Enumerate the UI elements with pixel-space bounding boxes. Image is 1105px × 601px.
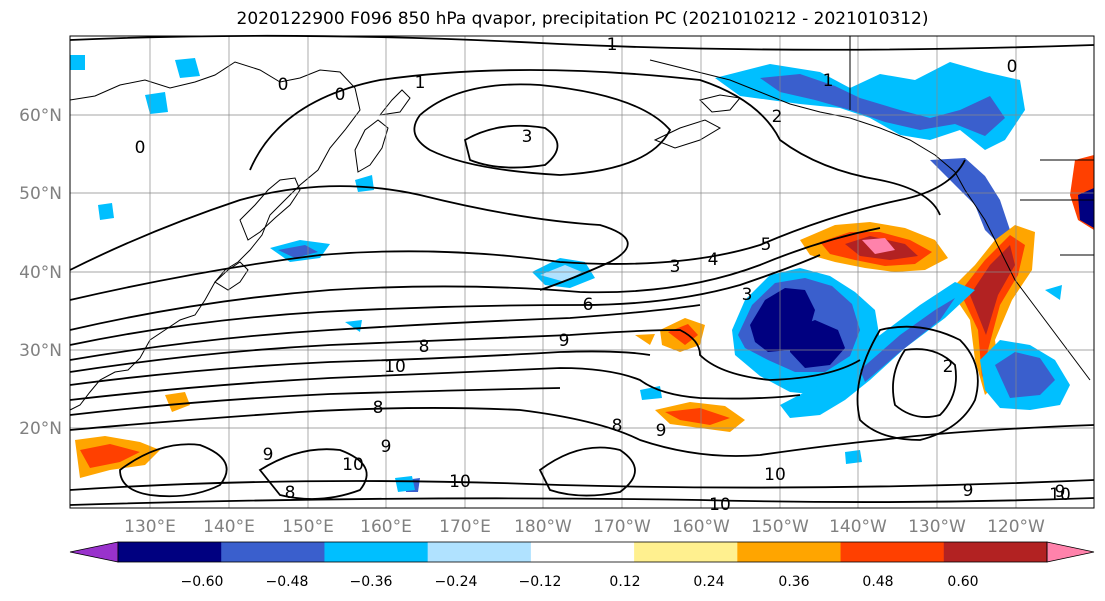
contour-label: 5 [761,235,772,255]
contour-label: 8 [285,483,296,503]
lon-label-140E: 140°E [203,517,255,537]
lon-label-130W: 130°W [908,517,966,537]
colorbar-tick-label: 0.24 [693,574,724,590]
colorbar-tick-labels: −0.60 −0.48 −0.36 −0.24 −0.12 0.12 0.24 … [181,574,979,590]
contour-label: 3 [522,127,533,147]
colorbar-tick-label: −0.24 [435,574,478,590]
lon-label-160W: 160°W [672,517,730,537]
colorbar-tick-label: 0.48 [862,574,893,590]
contour-label: 1 [607,35,618,55]
colorbar-tick-label: 0.60 [947,574,978,590]
contour-label: 3 [670,257,681,277]
contour-label: 10 [709,495,731,515]
lon-label-150W: 150°W [751,517,809,537]
lat-label-20N: 20°N [19,419,62,439]
lon-label-170W: 170°W [593,517,651,537]
lon-label-130E: 130°E [124,517,176,537]
lon-label-120W: 120°W [987,517,1045,537]
lon-label-160E: 160°E [360,517,412,537]
contour-label: 2 [772,107,783,127]
lon-label-170E: 170°E [439,517,491,537]
qvapor-contours [69,34,1095,506]
contour-label: 0 [278,75,289,95]
colorbar-extend-low [69,541,119,563]
contour-label: 1 [415,73,426,93]
colorbar-tick-label: 0.12 [609,574,640,590]
coastlines [69,36,1094,411]
contour-label: 8 [373,398,384,418]
colorbar-bin [634,542,738,562]
contour-label: 8 [612,416,623,436]
colorbar [69,541,1095,563]
contour-label: 2 [943,357,954,377]
map-title: 2020122900 F096 850 hPa qvapor, precipit… [236,9,929,29]
contour-label: 6 [583,295,594,315]
colorbar-extend-high [1046,541,1095,563]
lat-label-40N: 40°N [19,263,62,283]
lat-label-30N: 30°N [19,341,62,361]
contour-label: 9 [263,445,274,465]
contour-label: 0 [135,138,146,158]
lat-label-50N: 50°N [19,184,62,204]
colorbar-tick-label: −0.60 [181,574,224,590]
colorbar-bin [324,542,429,562]
contour-label: 9 [963,481,974,501]
colorbar-tick-label: 0.36 [778,574,809,590]
contour-label: 9 [381,437,392,457]
contour-label: 10 [342,455,364,475]
colorbar-bin [427,542,532,562]
latitude-labels: 60°N 50°N 40°N 30°N 20°N [19,106,62,439]
contour-label: 0 [335,85,346,105]
contour-label: 10 [449,472,471,492]
map-border [69,35,1095,509]
colorbar-bin [530,542,635,562]
colorbar-tick-label: −0.36 [350,574,393,590]
lon-label-140W: 140°W [829,517,887,537]
longitude-labels: 130°E 140°E 150°E 160°E 170°E 180°W 170°… [124,517,1045,537]
colorbar-bin [943,542,1048,562]
contour-label: 0 [1007,57,1018,77]
colorbar-tick-label: −0.48 [266,574,309,590]
lon-label-150E: 150°E [282,517,334,537]
contour-label: 4 [708,250,719,270]
colorbar-bin [840,542,945,562]
contour-label: 9 [559,331,570,351]
contour-label: 10 [384,357,406,377]
colorbar-bin [221,542,325,562]
colorbar-bin [737,542,842,562]
lat-label-60N: 60°N [19,106,62,126]
colorbar-tick-label: −0.12 [519,574,562,590]
colorbar-outline [117,541,1048,563]
contour-label: 10 [1049,485,1071,505]
contour-label: 8 [419,337,430,357]
contour-label: 1 [823,71,834,91]
colorbar-bin [118,542,222,562]
lon-label-180W: 180°W [514,517,572,537]
contour-label: 9 [1055,482,1066,502]
contour-label: 9 [656,421,667,441]
contour-label: 10 [764,465,786,485]
contour-label: 3 [742,285,753,305]
